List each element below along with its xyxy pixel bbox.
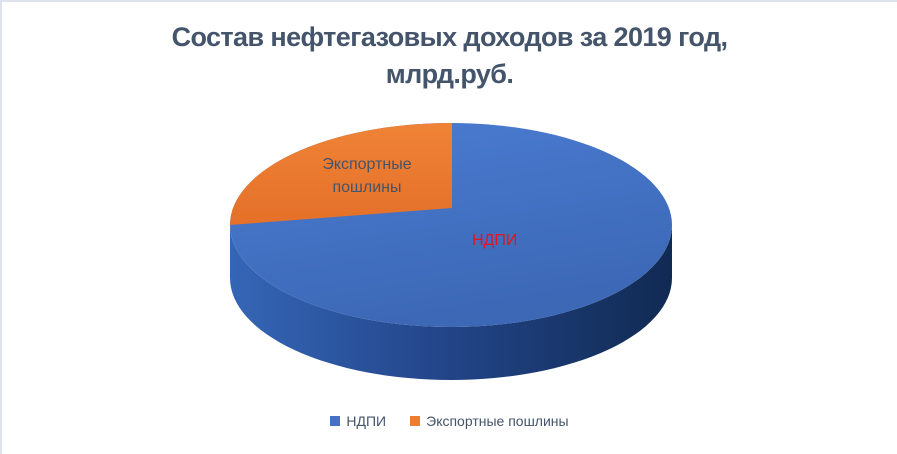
chart-title: Состав нефтегазовых доходов за 2019 год,… [2, 19, 897, 93]
pie-side-wall [230, 225, 672, 380]
chart-title-line2: млрд.руб. [385, 59, 514, 89]
legend-label-export-duties: Экспортные пошлины [426, 413, 569, 429]
chart-legend: НДПИ Экспортные пошлины [2, 413, 897, 429]
legend-swatch-ndpi [330, 416, 341, 426]
legend-item-export-duties: Экспортные пошлины [410, 413, 569, 429]
chart-title-line1: Состав нефтегазовых доходов за 2019 год, [171, 22, 728, 52]
slice-label-ndpi: НДПИ [472, 232, 518, 249]
slice-label-export-duties: Экспортные пошлины [322, 156, 412, 196]
legend-label-ndpi: НДПИ [346, 413, 387, 429]
pie-slice-export-duties [230, 122, 452, 225]
legend-item-ndpi: НДПИ [330, 413, 386, 429]
legend-swatch-export-duties [410, 416, 421, 426]
